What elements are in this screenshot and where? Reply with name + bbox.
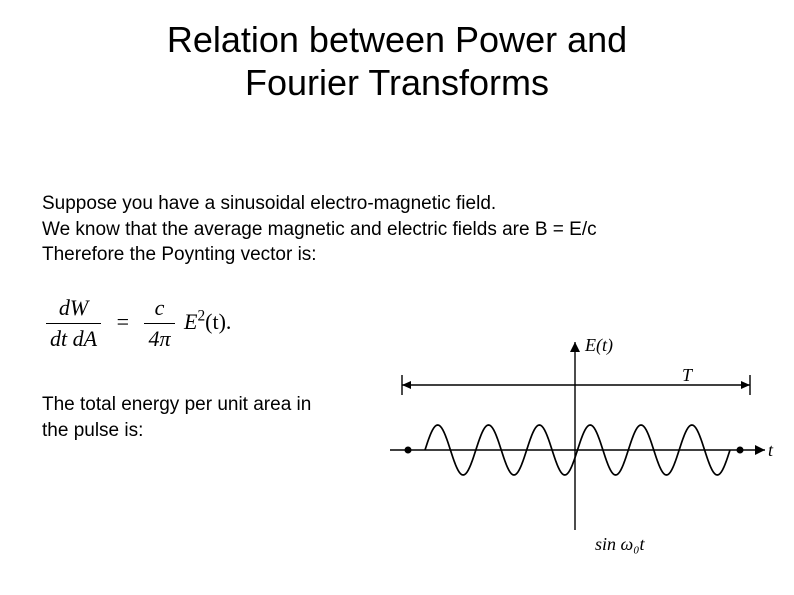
page-title: Relation between Power and Fourier Trans… bbox=[0, 0, 794, 104]
eq-rhs-tail: E2(t). bbox=[184, 309, 231, 334]
intro-line-2: We know that the average magnetic and el… bbox=[42, 217, 597, 243]
eq-lhs-den: dt dA bbox=[46, 324, 101, 352]
eq-rhs-fraction: c 4π bbox=[144, 295, 174, 352]
axis-y-label: E(t) bbox=[585, 335, 613, 356]
eq-rhs-num: c bbox=[144, 295, 174, 324]
eq-equals: = bbox=[117, 309, 129, 334]
energy-line-1: The total energy per unit area in bbox=[42, 392, 362, 418]
eq-rhs-den: 4π bbox=[144, 324, 174, 352]
intro-paragraph: Suppose you have a sinusoidal electro-ma… bbox=[42, 191, 597, 268]
title-line-1: Relation between Power and bbox=[167, 19, 627, 60]
title-line-2: Fourier Transforms bbox=[245, 62, 549, 103]
eq-lhs-fraction: dW dt dA bbox=[46, 295, 101, 352]
poynting-equation: dW dt dA = c 4π E2(t). bbox=[42, 295, 231, 352]
axis-x-label: t bbox=[768, 440, 773, 461]
function-label: sin ω₀t bbox=[595, 534, 644, 555]
intro-line-3: Therefore the Poynting vector is: bbox=[42, 242, 597, 268]
span-label: T bbox=[682, 365, 692, 386]
energy-paragraph: The total energy per unit area in the pu… bbox=[42, 392, 362, 443]
energy-line-2: the pulse is: bbox=[42, 418, 362, 444]
sine-diagram: E(t) T t sin ω₀t bbox=[370, 330, 780, 570]
eq-lhs-num: dW bbox=[46, 295, 101, 324]
intro-line-1: Suppose you have a sinusoidal electro-ma… bbox=[42, 191, 597, 217]
sine-diagram-svg bbox=[370, 330, 780, 570]
